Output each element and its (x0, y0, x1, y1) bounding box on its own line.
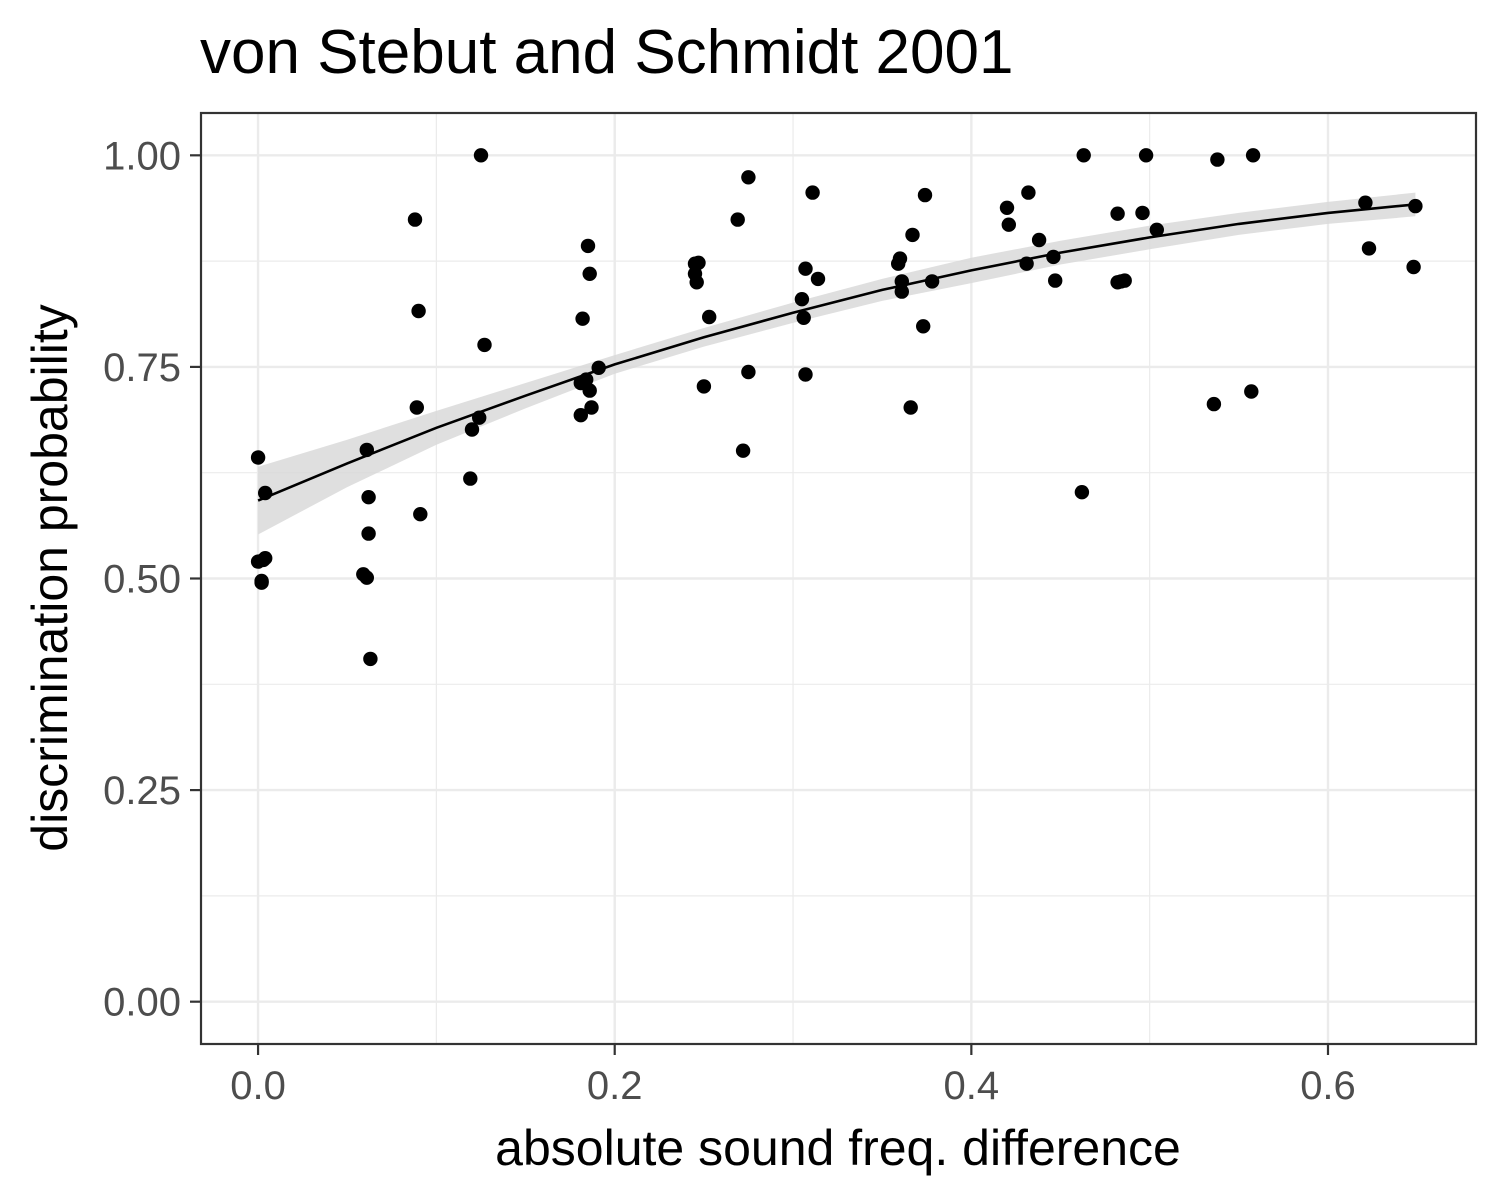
data-point (580, 238, 596, 254)
data-point (794, 292, 810, 307)
data-point (798, 367, 813, 382)
data-point (250, 450, 266, 465)
data-point (573, 408, 588, 423)
data-point (258, 485, 273, 501)
confidence-band-layer (258, 192, 1416, 535)
y-tick-label: 1.00 (103, 134, 181, 178)
data-point (1244, 384, 1259, 399)
data-point (1001, 217, 1016, 232)
data-point (254, 573, 269, 589)
data-point (702, 309, 717, 325)
data-point (407, 212, 423, 227)
data-point (258, 551, 273, 566)
x-tick-label: 0.0 (230, 1064, 286, 1108)
grid-lines (201, 113, 1476, 1044)
data-point (463, 471, 478, 486)
data-point (1117, 273, 1132, 288)
data-point (1149, 222, 1165, 237)
data-point (741, 364, 756, 380)
data-point (810, 271, 826, 287)
data-point (1021, 185, 1036, 200)
data-point (579, 372, 594, 387)
data-point (916, 319, 931, 334)
x-axis-tick-labels: 0.0 0.2 0.4 0.6 (230, 1064, 1356, 1108)
data-point (582, 266, 597, 281)
data-point (1138, 148, 1154, 163)
data-point (1408, 198, 1423, 214)
data-point (1406, 259, 1421, 275)
data-point (1245, 148, 1261, 163)
data-point (1076, 148, 1091, 163)
data-point (473, 148, 489, 163)
data-point (409, 400, 424, 415)
data-point (917, 187, 933, 203)
fit-line-layer (257, 203, 1416, 502)
data-point (1110, 206, 1125, 221)
data-point (411, 303, 426, 319)
data-point (1358, 195, 1373, 210)
data-point (1019, 256, 1034, 271)
y-axis-tick-labels: 0.00 0.25 0.50 0.75 1.00 (103, 134, 181, 1024)
data-point (903, 400, 918, 415)
data-point (1206, 396, 1222, 412)
y-axis-label: discrimination probability (22, 304, 78, 851)
data-point (1361, 241, 1377, 256)
data-point (892, 251, 908, 266)
data-points (250, 148, 1423, 667)
x-tick-label: 0.4 (944, 1064, 1000, 1108)
data-point (472, 410, 487, 425)
data-point (696, 379, 712, 394)
data-point (575, 311, 590, 326)
x-tick-label: 0.2 (587, 1064, 643, 1108)
axis-ticks (190, 154, 1330, 1055)
x-axis-label: absolute sound freq. difference (495, 1120, 1181, 1176)
data-point (1048, 273, 1063, 288)
data-point (689, 275, 704, 290)
confidence-band (258, 192, 1416, 535)
data-point (1046, 249, 1061, 265)
data-point (1031, 232, 1047, 248)
data-point (464, 422, 480, 437)
data-point (584, 400, 599, 415)
y-tick-label: 0.75 (103, 346, 181, 390)
data-point (1210, 152, 1225, 167)
data-point (691, 255, 706, 270)
data-point (1074, 485, 1090, 500)
data-point (359, 570, 374, 585)
data-point (1135, 205, 1150, 221)
data-point (999, 200, 1015, 215)
data-point (905, 227, 920, 243)
data-point (363, 651, 378, 667)
y-tick-label: 0.00 (103, 981, 181, 1025)
fit-line (257, 203, 1416, 502)
chart-title: von Stebut and Schmidt 2001 (200, 18, 1013, 87)
data-point (796, 310, 811, 325)
data-point (805, 185, 820, 200)
y-tick-label: 0.25 (103, 769, 181, 813)
data-point (741, 170, 756, 185)
data-point (894, 284, 909, 299)
data-point (798, 261, 813, 276)
data-point (361, 526, 376, 541)
data-point (361, 490, 376, 505)
data-point (359, 442, 374, 458)
x-tick-label: 0.6 (1300, 1064, 1356, 1108)
data-point (735, 443, 751, 458)
data-point (413, 507, 428, 522)
y-tick-label: 0.50 (103, 558, 181, 602)
data-point (582, 383, 597, 398)
data-point (894, 274, 909, 289)
data-point (591, 360, 606, 375)
data-point (477, 337, 492, 353)
data-point (924, 274, 940, 289)
data-point (730, 212, 745, 227)
